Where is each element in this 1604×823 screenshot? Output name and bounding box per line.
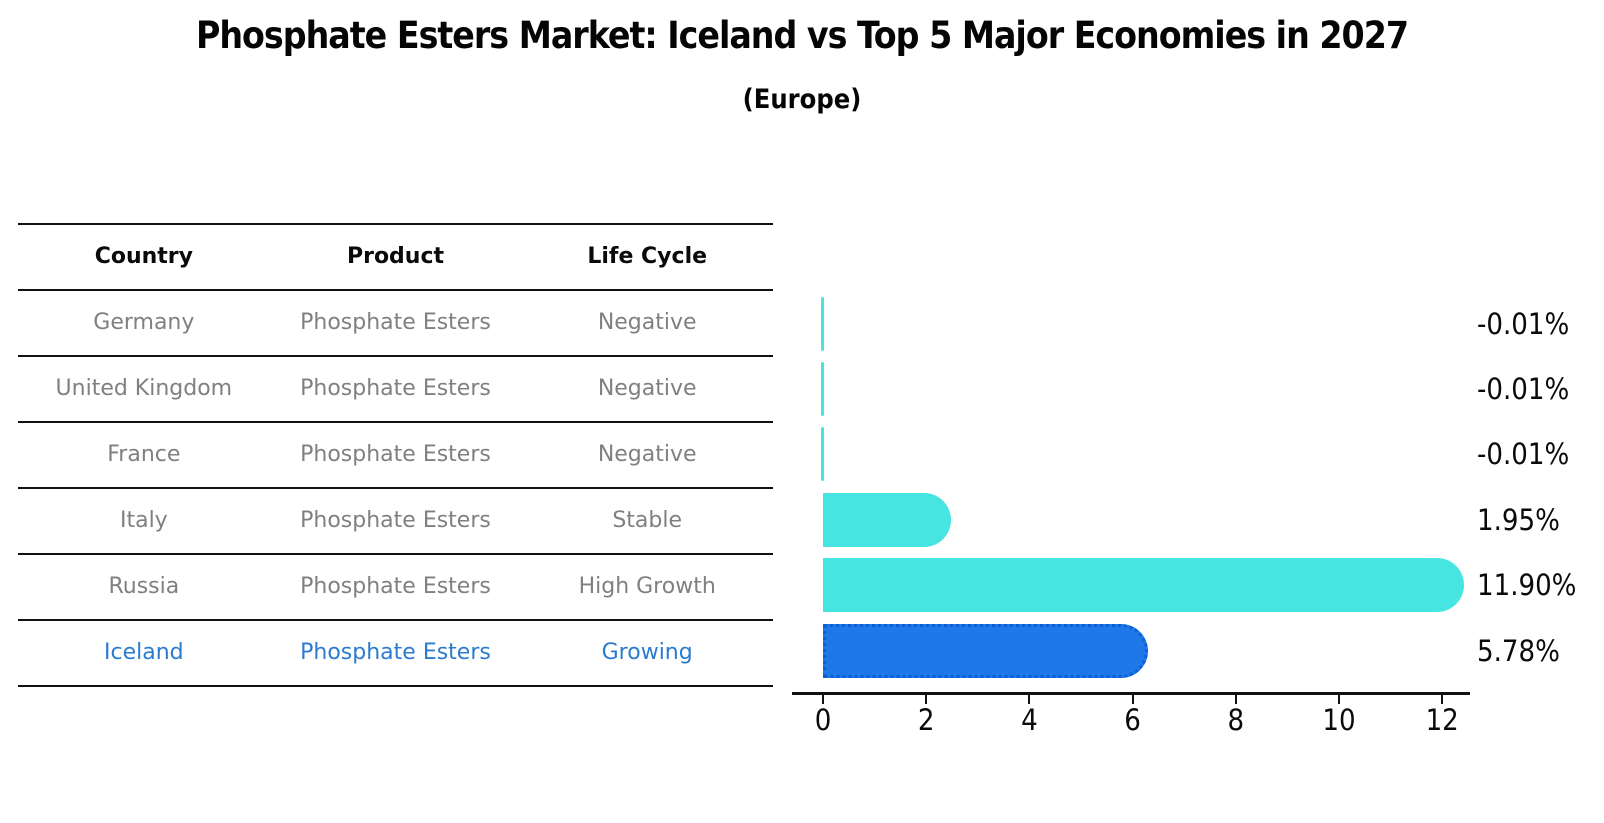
table-row: Russia Phosphate Esters High Growth (18, 555, 773, 621)
row-cell-product: Phosphate Esters (300, 508, 491, 533)
x-axis-tick (1338, 695, 1340, 704)
x-axis-tick-label: 0 (814, 703, 832, 737)
row-cell-country: Italy (119, 508, 168, 533)
header-cell-product: Product (346, 244, 445, 269)
row-cell-lifecycle: High Growth (578, 574, 716, 599)
bar-value-label: 11.90% (1477, 568, 1577, 602)
country-table: Country Product Life Cycle Germany Phosph… (18, 223, 773, 687)
bar (823, 558, 1465, 612)
row-cell-lifecycle: Stable (612, 508, 683, 533)
row-cell-lifecycle: Negative (597, 310, 697, 335)
row-cell-country: Germany (93, 310, 195, 335)
table-row: France Phosphate Esters Negative (18, 423, 773, 489)
x-axis-tick-label: 2 (917, 703, 935, 737)
row-cell-lifecycle: Growing (601, 640, 693, 665)
row-cell-lifecycle: Negative (597, 376, 697, 401)
chart-title: Phosphate Esters Market: Iceland vs Top … (195, 14, 1409, 57)
bar (823, 493, 951, 547)
table-header-row: Country Product Life Cycle (18, 225, 773, 291)
row-cell-country: Russia (108, 574, 180, 599)
x-axis-tick (822, 695, 824, 704)
row-cell-product: Phosphate Esters (300, 574, 491, 599)
x-axis-tick-label: 8 (1227, 703, 1245, 737)
row-cell-lifecycle: Negative (597, 442, 697, 467)
table-row: Germany Phosphate Esters Negative (18, 291, 773, 357)
row-cell-product: Phosphate Esters (300, 442, 491, 467)
x-axis-tick (925, 695, 928, 704)
x-axis-tick (1234, 695, 1237, 704)
bar-value-label: 1.95% (1477, 503, 1560, 537)
table-row: Iceland Phosphate Esters Growing (18, 621, 773, 687)
row-cell-country: France (107, 442, 181, 467)
bar (821, 297, 824, 351)
x-axis-tick-label: 4 (1021, 703, 1038, 737)
x-axis-tick-label: 10 (1322, 703, 1356, 737)
bar-value-label: -0.01% (1477, 372, 1570, 406)
x-axis-tick-label: 6 (1124, 703, 1141, 737)
bar (821, 427, 824, 481)
table-row: Italy Phosphate Esters Stable (18, 489, 773, 555)
header-cell-lifecycle: Life Cycle (587, 244, 708, 269)
bar-value-label: -0.01% (1477, 437, 1570, 471)
row-cell-country: United Kingdom (55, 376, 233, 401)
table-row: United Kingdom Phosphate Esters Negative (18, 357, 773, 423)
bar-value-label: 5.78% (1477, 634, 1560, 668)
row-cell-product: Phosphate Esters (300, 310, 491, 335)
chart-subtitle: (Europe) (742, 84, 862, 115)
row-cell-product: Phosphate Esters (300, 640, 491, 665)
row-cell-product: Phosphate Esters (300, 376, 491, 401)
bar-value-label: -0.01% (1477, 307, 1570, 341)
bar (821, 362, 824, 416)
x-axis-tick (1441, 695, 1444, 704)
x-axis-tick (1028, 695, 1031, 704)
bar (823, 624, 1149, 678)
x-axis-line (792, 692, 1470, 695)
x-axis-tick (1131, 695, 1134, 704)
x-axis-tick-label: 12 (1425, 703, 1459, 737)
row-cell-country: Iceland (104, 640, 184, 665)
header-cell-country: Country (94, 244, 193, 269)
